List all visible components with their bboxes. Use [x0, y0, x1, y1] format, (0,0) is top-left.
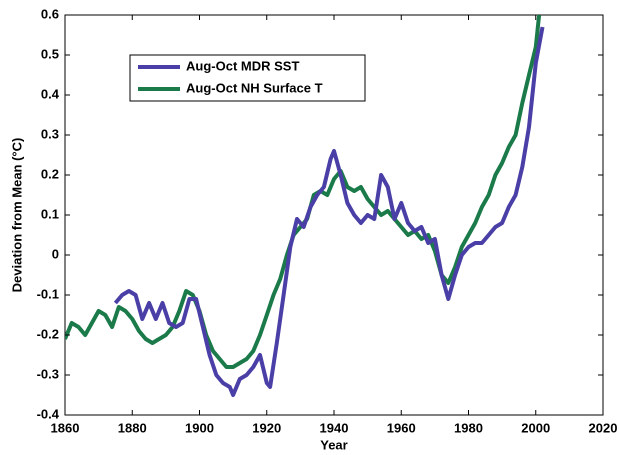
x-tick-label: 1960: [387, 420, 416, 435]
y-tick-label: 0: [52, 246, 59, 261]
x-tick-label: 1860: [51, 420, 80, 435]
x-tick-label: 1980: [454, 420, 483, 435]
y-tick-label: -0.4: [37, 406, 60, 421]
y-tick-label: -0.1: [37, 286, 59, 301]
series-line: [113, 26, 545, 397]
y-tick-label: -0.2: [37, 326, 59, 341]
x-tick-label: 1920: [252, 420, 281, 435]
legend-label: Aug-Oct MDR SST: [186, 58, 299, 73]
y-axis-label: Deviation from Mean (°C): [9, 138, 24, 293]
y-tick-label: 0.6: [41, 6, 59, 21]
x-tick-label: 1900: [185, 420, 214, 435]
y-tick-label: 0.1: [41, 206, 59, 221]
legend-box: [129, 54, 366, 102]
y-tick-label: 0.5: [41, 46, 59, 61]
x-tick-label: 1880: [118, 420, 147, 435]
y-tick-label: 0.2: [41, 166, 59, 181]
x-tick-label: 2020: [589, 420, 618, 435]
x-tick-label: 1940: [320, 420, 349, 435]
y-tick-label: -0.3: [37, 366, 59, 381]
legend-label: Aug-Oct NH Surface T: [186, 80, 323, 95]
y-tick-label: 0.4: [41, 86, 60, 101]
x-tick-label: 2000: [521, 420, 550, 435]
lines: [65, 15, 545, 397]
x-axis-label: Year: [320, 437, 347, 452]
y-tick-label: 0.3: [41, 126, 59, 141]
